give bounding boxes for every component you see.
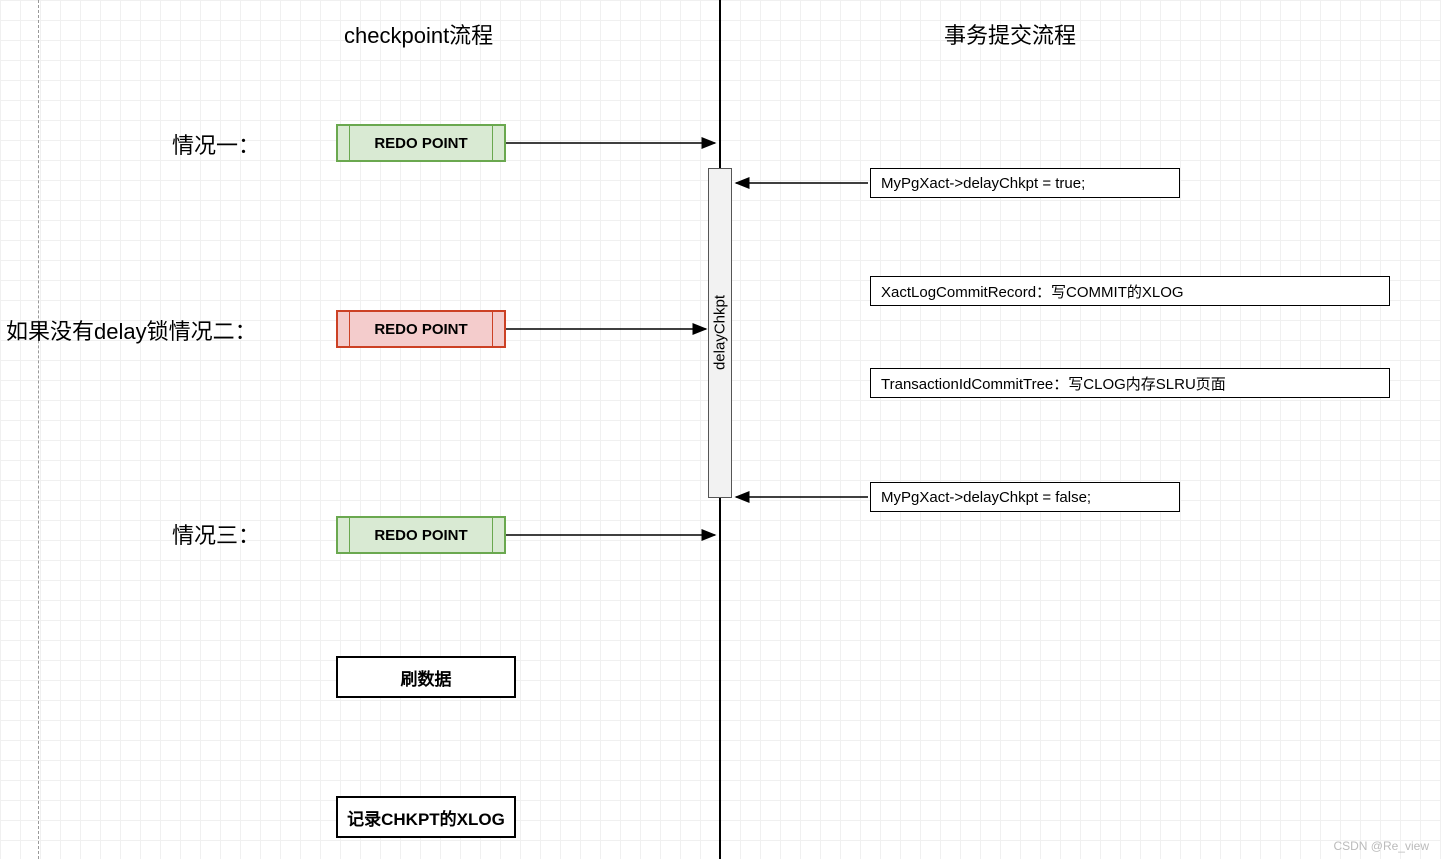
delay-true-box: MyPgXact->delayChkpt = true; [870,168,1180,198]
redo-point-1: REDO POINT [336,124,506,162]
redo-point-2: REDO POINT [336,310,506,348]
redo-label: REDO POINT [350,312,492,346]
case-1-label: 情况一： [172,128,260,160]
txidcommittree-box: TransactionIdCommitTree：写CLOG内存SLRU页面 [870,368,1390,398]
redo-seg [492,126,504,160]
flush-data-box: 刷数据 [336,656,516,698]
title-right: 事务提交流程 [944,18,1076,50]
title-left: checkpoint流程 [344,18,493,50]
record-chkpt-xlog-box: 记录CHKPT的XLOG [336,796,516,838]
redo-label: REDO POINT [350,518,492,552]
redo-seg [338,126,350,160]
redo-label: REDO POINT [350,126,492,160]
case-3-label: 情况三： [172,518,260,550]
diagram-canvas: checkpoint流程 事务提交流程 情况一： 如果没有delay锁情况二： … [0,0,1441,859]
redo-seg [338,518,350,552]
delaychkpt-label: delayChkpt [712,293,729,373]
redo-seg [492,518,504,552]
redo-seg [338,312,350,346]
case-2-label: 如果没有delay锁情况二： [6,314,257,346]
watermark: CSDN @Re_view [1333,839,1429,853]
redo-point-3: REDO POINT [336,516,506,554]
delay-false-box: MyPgXact->delayChkpt = false; [870,482,1180,512]
redo-seg [492,312,504,346]
lifeline-dashed [38,0,39,859]
xactlogcommit-box: XactLogCommitRecord：写COMMIT的XLOG [870,276,1390,306]
